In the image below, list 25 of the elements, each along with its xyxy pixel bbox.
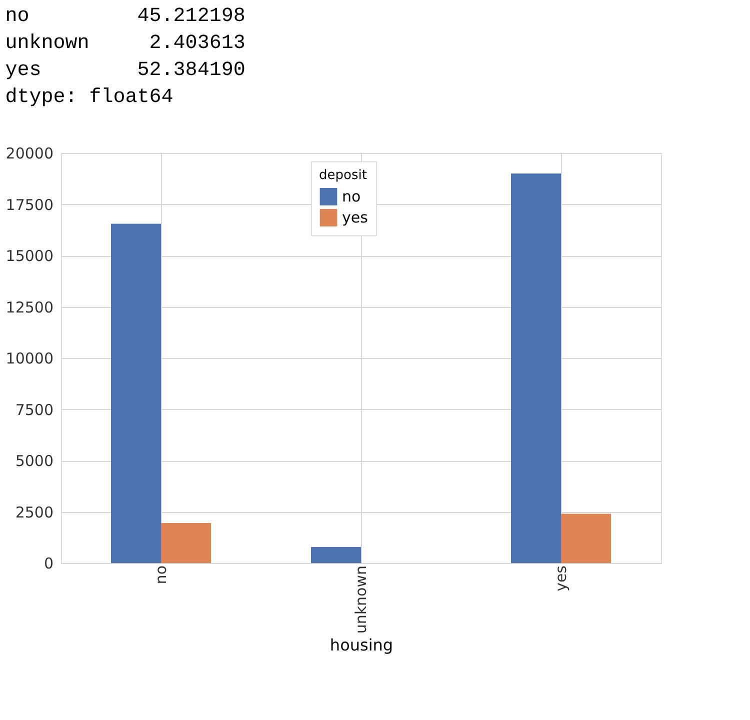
text: yes 52.384190 (5, 59, 246, 82)
y-tick-label: 7500 (15, 400, 54, 419)
y-tick-label: 10000 (6, 350, 54, 368)
y-tick-label: 2500 (15, 503, 54, 522)
bar (111, 224, 161, 563)
y-tick-label: 0 (44, 554, 54, 572)
y-tick-label: 17500 (6, 196, 54, 214)
bar (161, 523, 211, 563)
y-tick-label: 15000 (6, 247, 54, 265)
y-tick-label: 5000 (15, 452, 54, 470)
legend-label: yes (342, 208, 368, 227)
y-tick-label: 12500 (6, 298, 54, 316)
bar (511, 174, 561, 563)
text: unknown 2.403613 (5, 32, 246, 55)
y-tick-label: 20000 (6, 144, 54, 162)
text: dtype: float64 (5, 86, 174, 109)
x-tick-label: no (152, 566, 170, 584)
text: no 45.212198 (5, 5, 246, 28)
x-tick-label: yes (552, 565, 570, 592)
legend-title: deposit (319, 168, 367, 184)
bar (311, 547, 361, 563)
legend-label: no (342, 188, 361, 206)
bar (561, 514, 611, 563)
x-tick-label: unknown (352, 566, 370, 634)
x-axis-title: housing (330, 636, 394, 655)
